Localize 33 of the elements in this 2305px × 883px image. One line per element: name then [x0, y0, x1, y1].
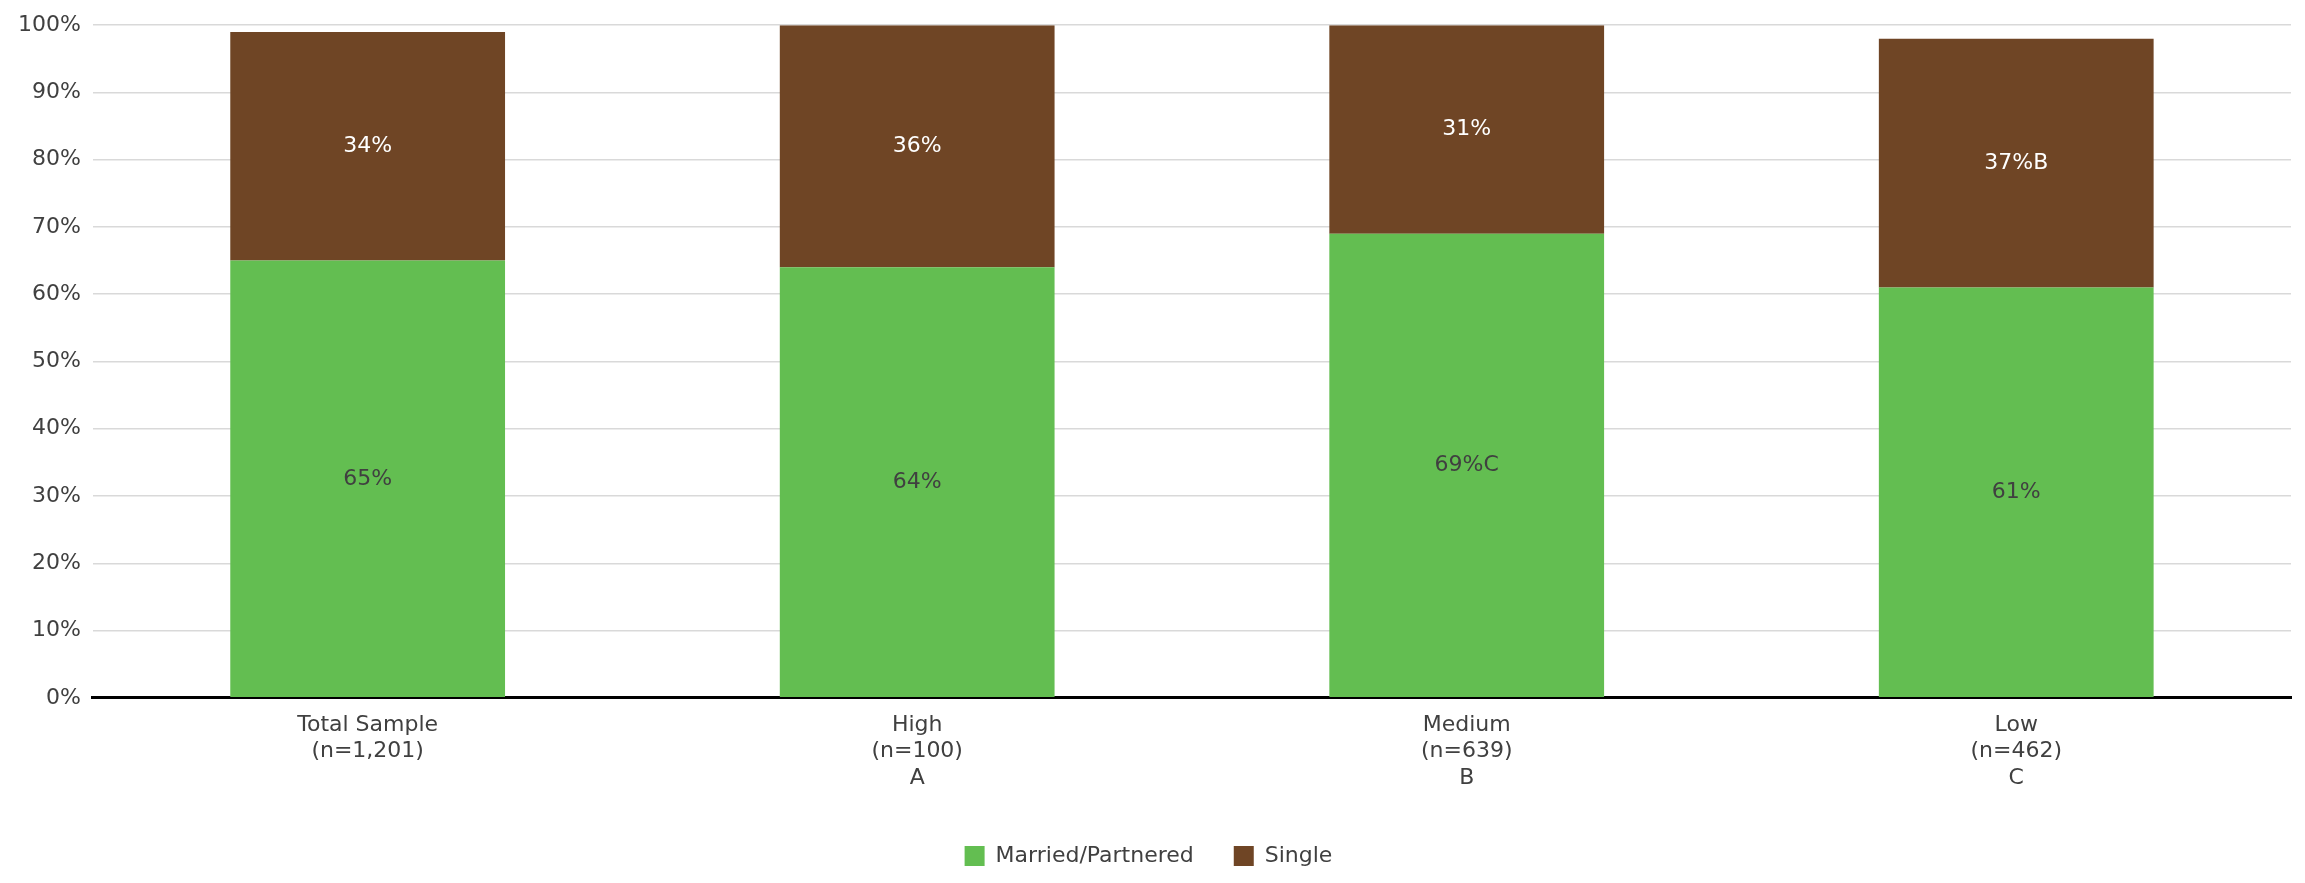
y-tick-label: 70%	[31, 212, 81, 238]
y-tick-label: 50%	[31, 347, 81, 373]
data-label: 61%	[1991, 478, 2041, 503]
data-label: 36%	[892, 131, 942, 157]
x-tick-label: Medium (n=639) B	[1420, 710, 1513, 789]
x-tick-label: Low (n=462) C	[1970, 710, 2063, 789]
bar	[1329, 233, 1605, 698]
y-tick-label: 20%	[31, 549, 81, 574]
y-tick-label: 80%	[31, 145, 81, 171]
data-label: 65%	[343, 464, 393, 490]
legend-label: Married/Partnered	[995, 841, 1194, 867]
y-tick-label: 30%	[31, 481, 81, 507]
data-label: 31%	[1442, 115, 1492, 141]
y-tick-label: 0%	[45, 683, 81, 709]
data-label: 69%C	[1434, 451, 1499, 477]
bar	[230, 260, 506, 698]
x-tick-label: Total Sample (n=1,201)	[296, 710, 439, 763]
y-tick-label: 40%	[31, 414, 81, 440]
data-label: 64%	[892, 467, 942, 493]
y-tick-label: 60%	[31, 279, 81, 305]
bar	[779, 25, 1055, 268]
bar	[779, 267, 1055, 698]
y-tick-label: 100%	[17, 10, 81, 36]
bar	[230, 31, 506, 261]
legend-label: Single	[1264, 841, 1333, 867]
x-tick-label: High (n=100) A	[871, 710, 963, 789]
y-tick-label: 90%	[31, 78, 81, 104]
data-label: 37%B	[1984, 148, 2049, 174]
bar	[1329, 25, 1605, 234]
bar	[1878, 287, 2154, 698]
bar	[1878, 38, 2154, 288]
data-label: 34%	[343, 131, 393, 157]
y-tick-label: 10%	[31, 616, 81, 642]
